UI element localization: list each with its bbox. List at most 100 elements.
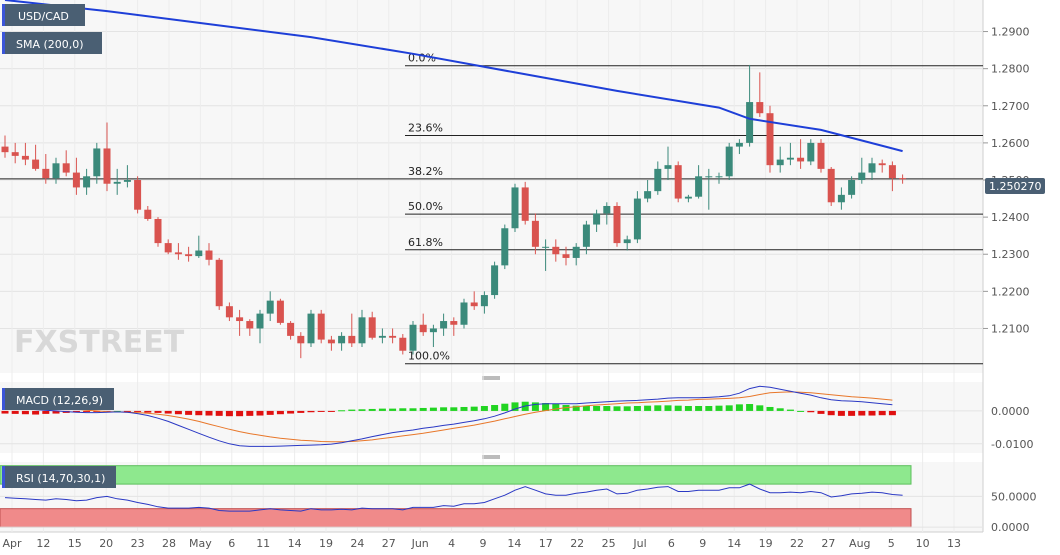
- macd-tick-label: -0.0100: [991, 438, 1033, 451]
- date-tick-label: 27: [382, 537, 396, 550]
- macd-axis: 0.0000 -0.0100: [991, 405, 1033, 451]
- candle-body: [32, 159, 40, 169]
- candle-body: [93, 148, 101, 177]
- macd-histogram-bar: [593, 405, 601, 411]
- candle-body: [491, 265, 499, 296]
- candle-body: [766, 113, 774, 166]
- macd-histogram-bar: [684, 405, 692, 411]
- rsi-tick-label: 50.0000: [991, 490, 1037, 503]
- macd-histogram-bar: [623, 406, 631, 411]
- rsi-oversold-zone: [0, 508, 912, 528]
- macd-histogram-bar: [715, 405, 723, 411]
- candle-body: [725, 146, 733, 177]
- candle-body: [317, 313, 325, 340]
- candle-body: [83, 176, 91, 188]
- date-tick-label: 6: [228, 537, 235, 550]
- fib-level-label: 23.6%: [408, 121, 443, 134]
- macd-histogram-bar: [185, 410, 193, 415]
- candle-body: [62, 163, 70, 173]
- candle-body: [644, 191, 652, 199]
- date-tick-label: 15: [68, 537, 82, 550]
- candle-body: [409, 324, 417, 351]
- macd-histogram-bar: [174, 410, 182, 415]
- candle-body: [338, 335, 346, 344]
- date-tick-label: 10: [916, 537, 930, 550]
- price-tick-label: 1.2300: [991, 248, 1030, 261]
- macd-histogram-bar: [766, 406, 774, 411]
- macd-badge[interactable]: MACD (12,26,9): [2, 388, 114, 410]
- candle-body: [429, 328, 437, 333]
- date-tick-label: Jul: [632, 537, 646, 550]
- macd-histogram-bar: [664, 405, 672, 411]
- fxstreet-watermark: FXSTREET: [14, 325, 185, 360]
- candle-body: [297, 335, 305, 344]
- macd-histogram-bar: [470, 406, 478, 411]
- candle-body: [868, 163, 876, 173]
- date-tick-label: 9: [480, 537, 487, 550]
- candle-body: [368, 317, 376, 338]
- macd-histogram-bar: [134, 410, 142, 412]
- date-tick-label: 19: [759, 537, 773, 550]
- macd-histogram-bar: [52, 410, 60, 414]
- date-tick-label: 20: [99, 537, 113, 550]
- date-tick-label: 24: [350, 537, 364, 550]
- macd-histogram-bar: [878, 410, 886, 416]
- macd-histogram-bar: [287, 410, 295, 414]
- macd-histogram-bar: [11, 410, 19, 414]
- macd-histogram-bar: [460, 406, 468, 411]
- candle-body: [225, 306, 233, 318]
- macd-histogram-bar: [368, 408, 376, 411]
- date-tick-label: 14: [727, 537, 741, 550]
- candle-body: [878, 163, 886, 166]
- date-tick-label: 27: [821, 537, 835, 550]
- macd-histogram-bar: [358, 409, 366, 411]
- macd-histogram-bar: [276, 410, 284, 415]
- date-tick-label: 28: [162, 537, 176, 550]
- candle-body: [42, 168, 50, 179]
- macd-resize-handle[interactable]: [482, 376, 500, 380]
- symbol-badge[interactable]: USD/CAD: [2, 4, 85, 26]
- date-tick-label: 14: [288, 537, 302, 550]
- candle-body: [399, 337, 407, 351]
- candle-body: [603, 205, 611, 214]
- candle-body: [103, 148, 111, 184]
- macd-histogram-bar: [164, 410, 172, 414]
- macd-tick-label: 0.0000: [991, 405, 1030, 418]
- macd-histogram-bar: [613, 406, 621, 411]
- candle-body: [837, 194, 845, 203]
- macd-histogram-bar: [338, 410, 346, 412]
- price-tick-label: 1.2600: [991, 137, 1030, 150]
- macd-histogram-bar: [644, 405, 652, 411]
- last-price-badge: 1.250270: [985, 178, 1045, 194]
- macd-histogram-bar: [572, 405, 580, 411]
- macd-histogram-bar: [858, 410, 866, 416]
- candle-body: [746, 102, 754, 143]
- rsi-resize-handle[interactable]: [482, 455, 500, 459]
- candle-body: [593, 213, 601, 225]
- candle-body: [817, 142, 825, 169]
- macd-histogram-bar: [827, 410, 835, 416]
- date-tick-label: Jun: [411, 537, 429, 550]
- rsi-badge[interactable]: RSI (14,70,30,1): [2, 466, 116, 488]
- candle-body: [246, 321, 254, 329]
- rsi-gridlines: [0, 495, 983, 528]
- candle-body: [256, 313, 264, 329]
- macd-histogram-bar: [888, 410, 896, 416]
- date-tick-label: Apr: [2, 537, 22, 550]
- date-tick-label: May: [189, 537, 212, 550]
- macd-histogram-bar: [582, 405, 590, 411]
- candle-body: [358, 317, 366, 344]
- candle-body: [623, 239, 631, 244]
- svg-text:USD/CAD: USD/CAD: [18, 10, 69, 23]
- candle-body: [480, 295, 488, 307]
- sma-badge[interactable]: SMA (200,0): [2, 32, 102, 54]
- price-tick-label: 1.2800: [991, 63, 1030, 76]
- candle-body: [776, 159, 784, 166]
- macd-histogram-bar: [256, 410, 264, 416]
- candle-body: [11, 152, 19, 156]
- macd-histogram-bar: [756, 405, 764, 411]
- macd-histogram-bar: [725, 405, 733, 411]
- macd-signal-line: [5, 391, 893, 443]
- macd-histogram-bar: [83, 410, 91, 412]
